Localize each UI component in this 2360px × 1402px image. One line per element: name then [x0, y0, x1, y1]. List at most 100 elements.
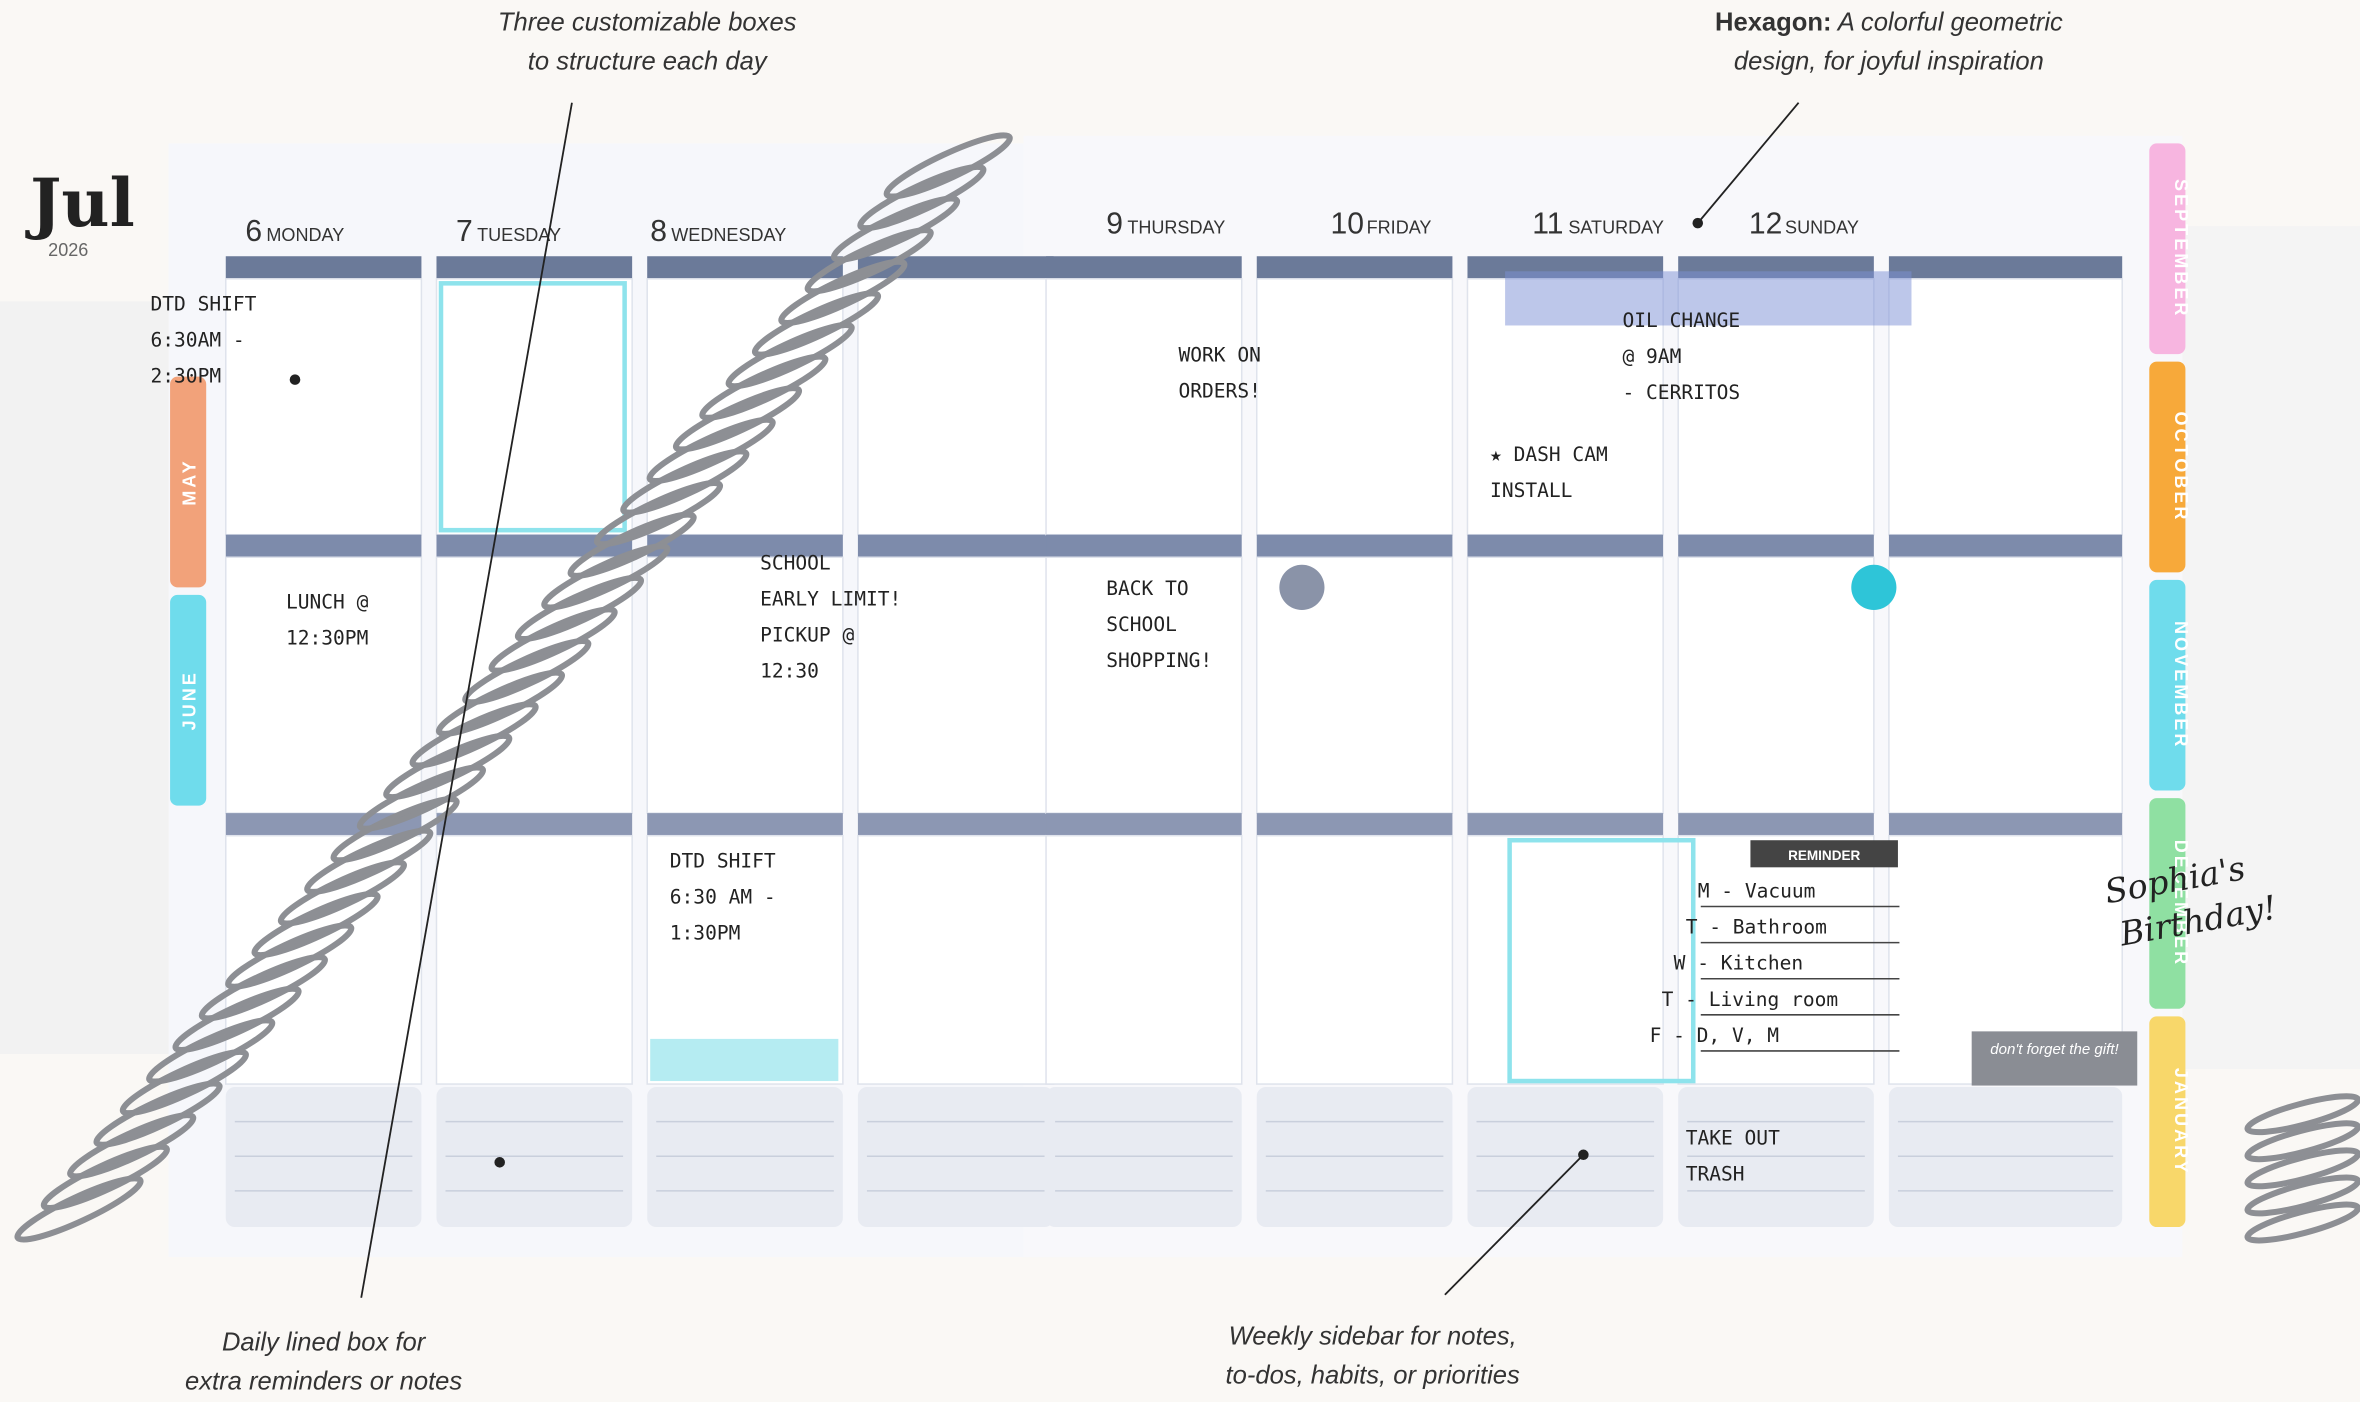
- leader-line: [1697, 102, 1800, 224]
- spiral-coil: [330, 796, 460, 864]
- day-name: MONDAY: [266, 225, 344, 245]
- divider-bar: [857, 534, 1054, 558]
- divider-bar: [1678, 813, 1874, 836]
- annotation: Three customizable boxes: [498, 8, 797, 36]
- annotation-line: Weekly sidebar for notes,: [1229, 1322, 1517, 1350]
- annotation: Weekly sidebar for notes,: [1229, 1322, 1517, 1350]
- annotation: Daily lined box for: [222, 1328, 427, 1356]
- spiral-coil: [146, 1017, 276, 1085]
- spiral-coil: [225, 922, 355, 990]
- handwritten-note: EARLY LIMIT!: [760, 587, 901, 610]
- sticker-text: don't forget the gift!: [1990, 1041, 2119, 1058]
- spiral-coil: [304, 827, 434, 895]
- month-tab-label: OCTOBER: [2171, 411, 2191, 522]
- spiral-coil: [14, 1175, 144, 1243]
- divider-bar: [1678, 534, 1874, 558]
- header-bar: [436, 256, 633, 279]
- day-name: SATURDAY: [1568, 218, 1664, 238]
- spiral-coil: [40, 1143, 170, 1212]
- spiral-coil: [2244, 1147, 2360, 1190]
- leader-dot: [1692, 217, 1704, 229]
- day-grid: [225, 256, 2123, 1228]
- day-name: FRIDAY: [1367, 218, 1432, 238]
- day-box: [1256, 834, 1454, 1085]
- leader-dot: [1578, 1149, 1589, 1161]
- day-box: [1888, 278, 2123, 536]
- handwritten-note: 12:30PM: [286, 627, 368, 650]
- day-number: 7: [456, 215, 473, 248]
- spiral-binding: [14, 132, 2360, 1244]
- spiral-coil: [2244, 1174, 2360, 1217]
- handwritten-note: DTD SHIFT: [670, 849, 776, 872]
- day-number: 8: [650, 215, 667, 248]
- day-box: [1045, 278, 1243, 536]
- divider-bar: [1467, 813, 1664, 836]
- day-box: [1677, 834, 1875, 1085]
- spiral-coil: [172, 985, 302, 1053]
- spiral-coil: [857, 163, 987, 232]
- month-tab-label: SEPTEMBER: [2171, 179, 2191, 318]
- day-number: 12: [1749, 208, 1782, 241]
- day-box: [435, 278, 633, 536]
- handwritten-note: @ 9AM: [1623, 345, 1682, 368]
- annotation-line: Three customizable boxes: [498, 8, 797, 36]
- divider-bar: [1888, 534, 2123, 558]
- reminder-item: T - Bathroom: [1686, 916, 1827, 939]
- spiral-coil: [751, 290, 882, 358]
- divider-bar: [1046, 534, 1242, 558]
- day-box: [1256, 278, 1454, 536]
- handwritten-note: - CERRITOS: [1623, 381, 1741, 404]
- spiral-coil: [699, 353, 829, 421]
- divider-bar: [225, 534, 422, 558]
- handwritten-note: SCHOOL: [760, 551, 831, 574]
- reminder-label-bg: [1750, 840, 1898, 868]
- month-tab-label: JUNE: [180, 670, 200, 730]
- handwritten-note: PICKUP @: [760, 624, 854, 647]
- divider-bar: [1256, 534, 1453, 558]
- annotation-line: A colorful geometric: [1832, 8, 2063, 36]
- divider-bar: [1467, 534, 1664, 558]
- handwritten-note: ★ DASH CAM: [1490, 443, 1608, 466]
- day-box: [857, 834, 1055, 1085]
- spiral-coil: [67, 1112, 197, 1180]
- handwritten-note: BACK TO: [1106, 577, 1188, 600]
- spiral-coil: [409, 701, 539, 769]
- header-bar: [1046, 256, 1242, 279]
- cart-icon: [1279, 564, 1325, 610]
- divider-bar: [1888, 813, 2123, 836]
- month-tab: [2149, 579, 2186, 791]
- spiral-coil: [462, 638, 592, 706]
- spiral-coil: [2244, 1120, 2360, 1163]
- handwritten-note: 2:30PM: [151, 365, 222, 388]
- month-tab: [2149, 143, 2186, 355]
- day-number: 9: [1106, 208, 1123, 241]
- month-tab: [2149, 1016, 2186, 1228]
- spiral-coil: [725, 321, 855, 390]
- handwritten-note: SCHOOL: [1106, 613, 1177, 636]
- accent-box: [438, 281, 627, 533]
- day-name: WEDNESDAY: [671, 225, 786, 245]
- reminder-item: T - Living room: [1662, 988, 1839, 1011]
- spiral-coil: [435, 669, 566, 737]
- accent-bar: [650, 1038, 839, 1082]
- month-tab: [2149, 361, 2186, 573]
- page-edge: [2182, 226, 2360, 1069]
- day-box: [225, 278, 423, 536]
- handwritten-note: TAKE OUT: [1686, 1126, 1780, 1149]
- handwritten-note: WORK ON: [1178, 344, 1260, 367]
- spiral-coil: [356, 764, 487, 832]
- annotation-line: design, for joyful inspiration: [1734, 48, 2044, 76]
- handwritten-note: OIL CHANGE: [1623, 309, 1741, 332]
- leader-line: [360, 102, 573, 1298]
- handwritten-note: DTD SHIFT: [151, 292, 257, 315]
- sticker: [1971, 1031, 2138, 1086]
- spiral-coil: [567, 511, 697, 579]
- annotation: Hexagon: A colorful geometric: [1715, 8, 2063, 36]
- spiral-coil: [883, 132, 1013, 200]
- month: Jul: [25, 164, 135, 242]
- spiral-coil: [830, 195, 961, 263]
- day-box: [857, 556, 1055, 814]
- annotation: to-dos, habits, or priorities: [1226, 1362, 1520, 1390]
- reminder-item: F - D, V, M: [1650, 1024, 1779, 1047]
